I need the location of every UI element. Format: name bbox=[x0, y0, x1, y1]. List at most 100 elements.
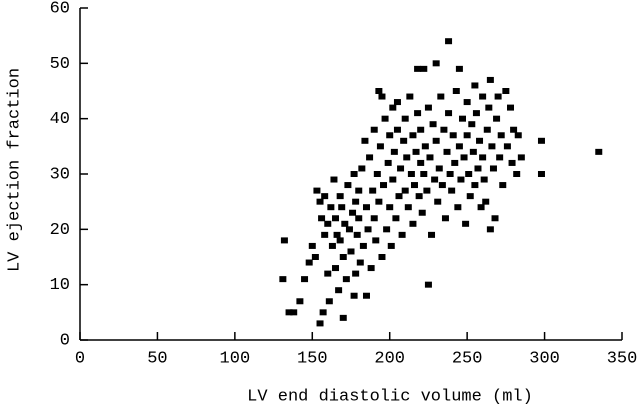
point bbox=[486, 226, 494, 233]
point bbox=[336, 237, 344, 244]
point bbox=[507, 104, 515, 111]
point bbox=[350, 292, 358, 299]
point bbox=[424, 104, 432, 111]
point bbox=[437, 93, 445, 100]
point bbox=[457, 176, 465, 183]
point bbox=[471, 182, 479, 189]
y-axis-label: LV ejection fraction bbox=[5, 68, 24, 272]
point bbox=[451, 159, 459, 166]
point bbox=[449, 132, 457, 139]
point bbox=[537, 171, 545, 177]
point bbox=[376, 143, 384, 150]
point bbox=[308, 242, 316, 249]
point bbox=[477, 204, 485, 211]
point bbox=[463, 132, 471, 139]
point bbox=[296, 298, 304, 305]
point bbox=[380, 182, 388, 189]
point bbox=[383, 226, 391, 233]
x-tick-label: 50 bbox=[147, 349, 167, 368]
point bbox=[537, 137, 545, 144]
point bbox=[386, 132, 394, 139]
point bbox=[471, 82, 479, 89]
point bbox=[336, 193, 344, 200]
point bbox=[448, 187, 456, 194]
point bbox=[333, 231, 341, 238]
point bbox=[409, 132, 417, 139]
point bbox=[358, 165, 366, 172]
point bbox=[397, 165, 405, 172]
point bbox=[438, 182, 446, 189]
point bbox=[352, 270, 360, 277]
point bbox=[460, 154, 468, 161]
point bbox=[468, 121, 476, 128]
point bbox=[441, 215, 449, 222]
point bbox=[392, 215, 400, 222]
point bbox=[432, 137, 440, 144]
y-tick-label: 40 bbox=[50, 110, 70, 129]
point bbox=[327, 204, 335, 211]
point bbox=[469, 148, 477, 155]
point bbox=[362, 204, 370, 211]
point bbox=[412, 148, 420, 155]
y-tick-label: 20 bbox=[50, 221, 70, 240]
point bbox=[479, 154, 487, 161]
point bbox=[319, 309, 327, 316]
point bbox=[455, 143, 463, 150]
point bbox=[313, 187, 321, 194]
point bbox=[426, 154, 434, 161]
point bbox=[455, 65, 463, 72]
point bbox=[311, 254, 319, 260]
y-tick-label: 0 bbox=[60, 331, 70, 350]
point bbox=[421, 143, 429, 150]
point bbox=[403, 154, 411, 161]
point bbox=[325, 298, 333, 305]
point bbox=[443, 148, 451, 155]
point bbox=[466, 193, 474, 200]
point bbox=[395, 193, 403, 200]
point bbox=[428, 231, 436, 238]
point bbox=[378, 254, 386, 260]
point bbox=[341, 220, 349, 227]
point bbox=[508, 159, 516, 166]
point bbox=[389, 176, 397, 183]
x-tick-label: 250 bbox=[452, 349, 483, 368]
point bbox=[370, 126, 378, 133]
point bbox=[497, 132, 505, 139]
point bbox=[378, 93, 386, 100]
point bbox=[415, 193, 423, 200]
point bbox=[321, 231, 329, 238]
point bbox=[364, 226, 372, 233]
point bbox=[483, 126, 491, 133]
point bbox=[386, 204, 394, 211]
point bbox=[316, 198, 324, 205]
point bbox=[339, 314, 347, 321]
point bbox=[381, 115, 389, 122]
point bbox=[350, 171, 358, 177]
point bbox=[362, 292, 370, 299]
point bbox=[372, 237, 380, 244]
point bbox=[432, 60, 440, 67]
point bbox=[417, 126, 425, 133]
point bbox=[445, 38, 453, 45]
point bbox=[279, 276, 287, 283]
x-tick-label: 350 bbox=[607, 349, 638, 368]
point bbox=[488, 143, 496, 150]
point bbox=[496, 154, 504, 161]
point bbox=[491, 215, 499, 222]
point bbox=[321, 193, 329, 200]
point bbox=[390, 148, 398, 155]
y-tick-label: 10 bbox=[50, 276, 70, 295]
point bbox=[404, 204, 412, 211]
x-tick-label: 0 bbox=[75, 349, 85, 368]
point bbox=[486, 76, 494, 83]
point bbox=[440, 126, 448, 133]
point bbox=[406, 93, 414, 100]
point bbox=[370, 215, 378, 222]
point bbox=[353, 231, 361, 238]
point bbox=[510, 126, 518, 133]
point bbox=[410, 182, 418, 189]
point bbox=[387, 242, 395, 249]
point bbox=[454, 204, 462, 211]
x-tick-label: 300 bbox=[529, 349, 560, 368]
